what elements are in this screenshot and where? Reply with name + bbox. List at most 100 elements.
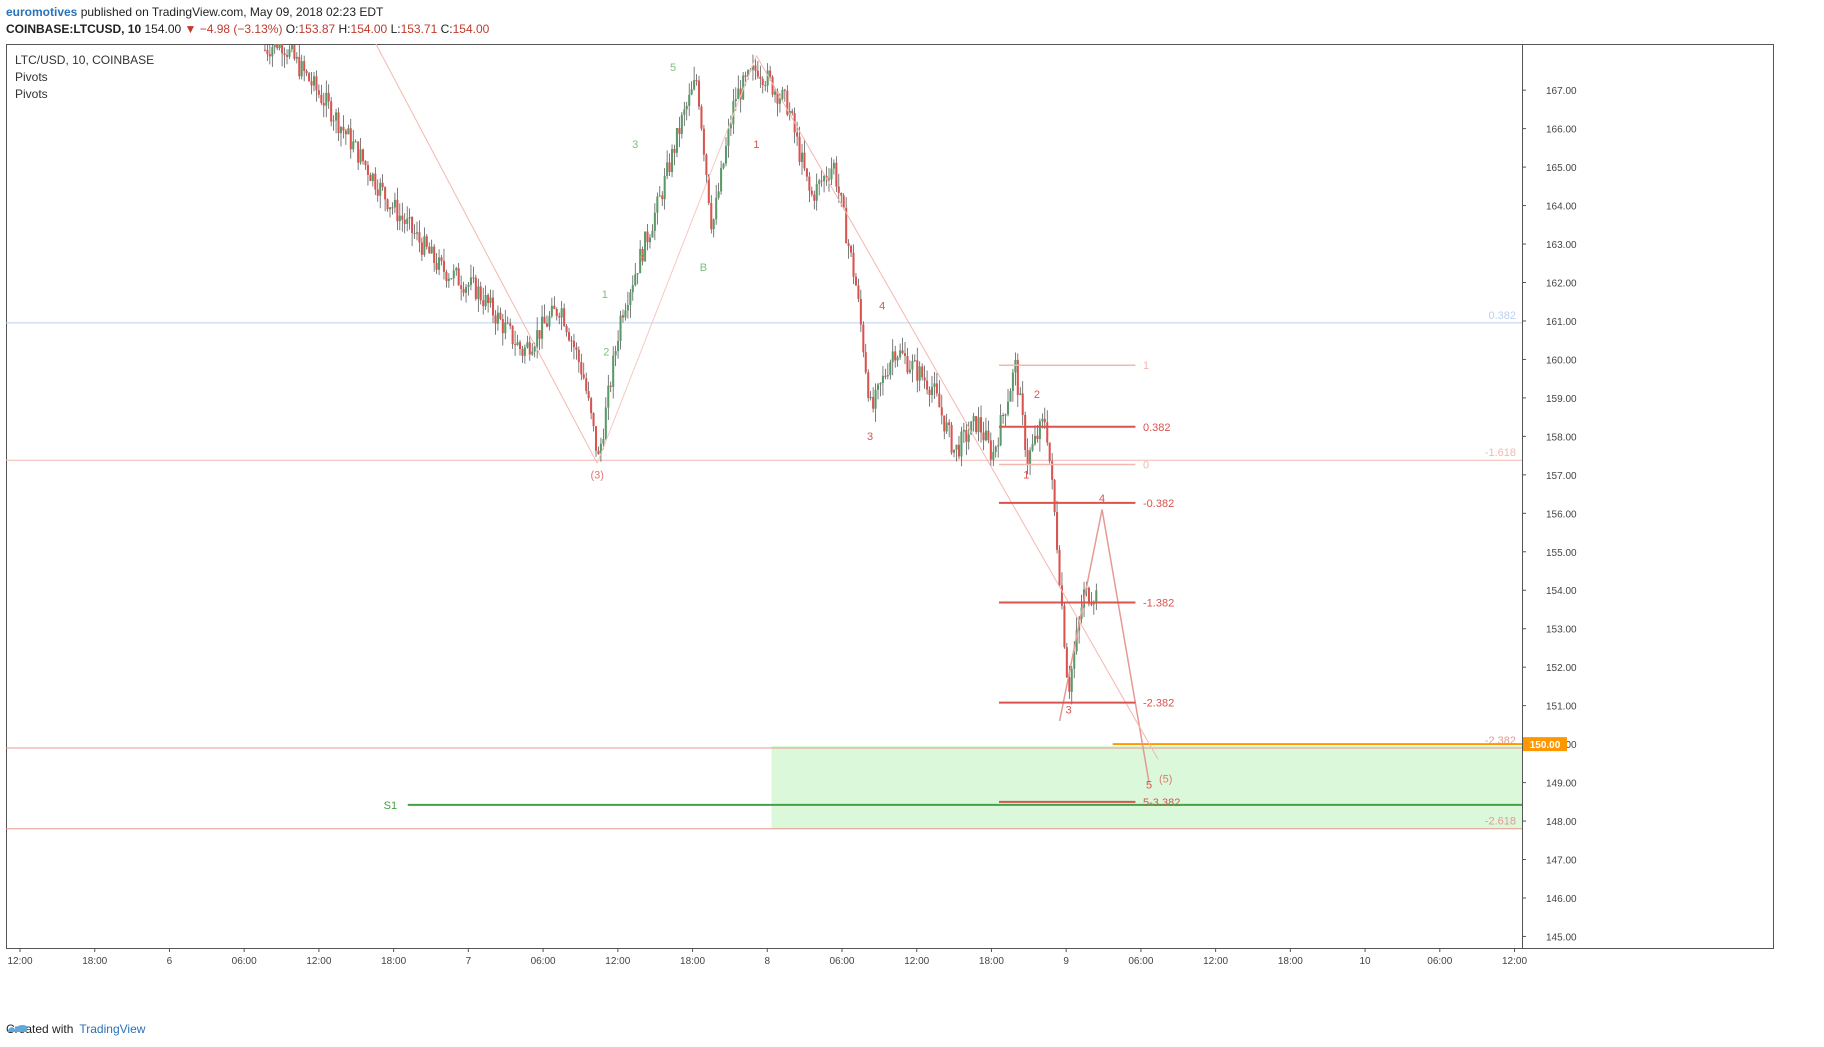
candle-body — [722, 163, 725, 168]
candle-body — [418, 232, 421, 243]
candle-body — [369, 174, 372, 182]
candle-body — [1021, 393, 1024, 415]
candle-body — [641, 248, 644, 262]
candle-body — [398, 215, 401, 222]
candle-body — [467, 285, 470, 287]
high-value: 154.00 — [350, 22, 388, 36]
candle-body — [867, 372, 870, 399]
candle-body — [278, 44, 281, 49]
close-label: C: — [440, 22, 453, 36]
candle-body — [903, 353, 907, 357]
low-label: L: — [390, 22, 401, 36]
candle-body — [727, 128, 730, 146]
candle-body — [923, 377, 926, 381]
x-tick-label: 6 — [167, 956, 173, 967]
candle-body — [506, 322, 509, 324]
tradingview-brand[interactable]: TradingView — [79, 1022, 146, 1036]
candle-body — [648, 237, 651, 243]
x-tick-label: 06:00 — [1427, 956, 1452, 967]
x-tick-label: 12:00 — [7, 956, 32, 967]
candle-body — [945, 422, 948, 432]
candle-body — [781, 89, 784, 99]
candle-body — [391, 207, 394, 209]
candle-body — [815, 183, 818, 201]
close-value: 154.00 — [452, 22, 490, 36]
candle-body — [590, 398, 593, 414]
candle-body — [462, 289, 465, 293]
candle-body — [884, 375, 887, 377]
candle-body — [553, 305, 556, 309]
candle-body — [668, 162, 671, 172]
candle-body — [680, 114, 683, 134]
candle-body — [469, 277, 472, 286]
candle-body — [742, 75, 745, 100]
candle-body — [371, 173, 374, 182]
candle-body — [516, 342, 519, 346]
author-link[interactable]: euromotives — [6, 5, 78, 19]
candle-body — [474, 277, 477, 299]
candle-body — [477, 286, 480, 299]
candle-body — [1006, 401, 1010, 415]
candle-body — [491, 297, 495, 316]
candle-body — [266, 49, 269, 55]
candle-body — [376, 189, 379, 196]
candle-body — [550, 305, 553, 317]
ohlc-bar: COINBASE:LTCUSD, 10 154.00 ▼ −4.98 (−3.1… — [6, 21, 489, 37]
candle-body — [337, 112, 340, 134]
open-value: 153.87 — [298, 22, 336, 36]
candle-body — [820, 180, 823, 182]
candle-body — [766, 70, 769, 86]
fib-level-label: 0 — [1143, 459, 1149, 471]
candle-body — [619, 315, 622, 341]
candle-body — [288, 49, 291, 57]
candle-body — [798, 136, 801, 162]
candle-body — [599, 443, 602, 455]
candle-body — [675, 127, 678, 153]
candle-body — [388, 207, 392, 210]
candle-body — [688, 94, 691, 106]
candle-body — [580, 362, 583, 375]
candle-body — [864, 352, 867, 373]
candle-body — [308, 73, 311, 82]
candle-body — [911, 360, 914, 370]
candle-body — [666, 162, 669, 176]
legend-indicator-pivots[interactable]: Pivots — [15, 70, 48, 84]
candle-body — [707, 174, 710, 204]
candle-body — [1075, 630, 1078, 652]
candle-body — [877, 384, 880, 390]
price-chart[interactable]: 167.00 166.00 165.00 164.00 163.00 162.00 161.… — [6, 44, 1774, 994]
candle-body — [987, 430, 990, 441]
candle-body — [617, 340, 620, 352]
y-tick-label: 154.00 — [1546, 586, 1577, 597]
candle-body — [739, 88, 742, 100]
candle-body — [293, 45, 296, 59]
y-tick-label: 160.00 — [1546, 355, 1577, 366]
candle-body — [651, 230, 654, 238]
candle-body — [756, 70, 759, 77]
candle-body — [577, 349, 580, 363]
candle-body — [349, 128, 352, 150]
candle-body — [609, 385, 612, 387]
candle-body — [472, 277, 475, 279]
candle-body — [327, 92, 330, 102]
candle-body — [484, 294, 487, 307]
y-tick-label: 165.00 — [1546, 163, 1577, 174]
x-tick-label: 9 — [1063, 956, 1069, 967]
candle-body — [808, 176, 811, 191]
candle-body — [989, 440, 992, 460]
candle-body — [872, 397, 875, 409]
current-price-tag — [1523, 737, 1567, 752]
candle-body — [312, 76, 316, 86]
candle-body — [1009, 390, 1012, 402]
candle-body — [646, 231, 649, 243]
candle-body — [526, 342, 529, 348]
candle-body — [693, 80, 696, 90]
candle-body — [800, 152, 804, 162]
fib-level-label: 0.382 — [1143, 422, 1171, 434]
candle-body — [921, 366, 924, 378]
chart-frame[interactable]: 167.00 166.00 165.00 164.00 163.00 162.00 161.… — [6, 44, 1774, 994]
candle-body — [1019, 393, 1022, 395]
candle-body — [420, 242, 423, 255]
candle-body — [558, 316, 561, 318]
legend-indicator-pivots[interactable]: Pivots — [15, 87, 48, 101]
